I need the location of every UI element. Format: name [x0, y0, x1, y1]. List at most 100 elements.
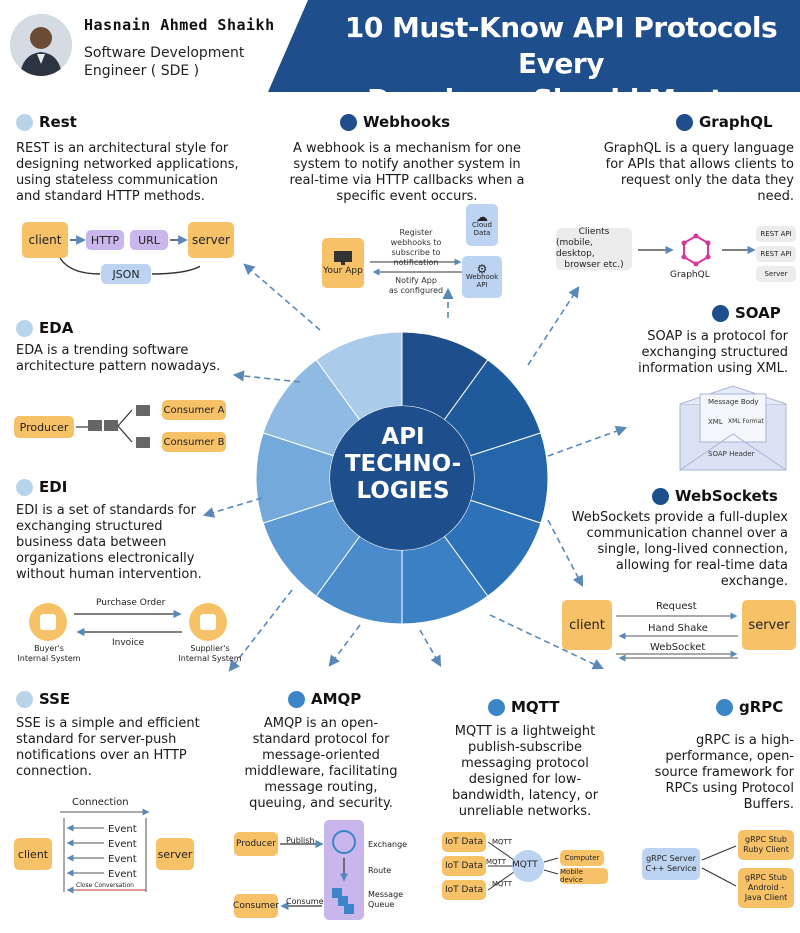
grpc-server-label: C++ Service	[645, 864, 697, 873]
author-role-line: Engineer ( SDE )	[84, 63, 200, 79]
edi-buyer-label: Buyer's Internal System	[14, 644, 84, 664]
center-label: API TECHNO- LOGIES	[330, 424, 476, 505]
sse-event-label: Event	[108, 869, 137, 880]
rest-desc-line: designing networked applications,	[16, 157, 239, 172]
amqp-desc-line: message routing,	[264, 780, 378, 795]
amqp-publish-label: Publish	[286, 836, 315, 845]
donut-ring	[255, 331, 549, 625]
edi-desc: EDI is a set of standards for exchanging…	[16, 503, 216, 583]
mqtt-iot-box: IoT Data	[442, 832, 486, 852]
mqtt-edge-label: MQTT	[492, 880, 512, 888]
soap-title: SOAP	[712, 304, 781, 322]
eda-consumer-b: Consumer B	[162, 432, 226, 452]
websockets-desc-line: exchange.	[720, 574, 788, 589]
amqp-exchange-label: Exchange	[368, 840, 408, 849]
websockets-desc: WebSockets provide a full-duplex communi…	[560, 510, 788, 590]
mqtt-title-text: MQTT	[511, 698, 560, 716]
rest-http-box: HTTP	[86, 230, 124, 250]
rest-desc-line: and standard HTTP methods.	[16, 189, 205, 204]
amqp-producer-box: Producer	[234, 832, 278, 856]
graphql-desc-line: need.	[757, 189, 794, 204]
soap-title-text: SOAP	[735, 304, 781, 322]
graphql-icon	[683, 234, 709, 266]
soap-desc: SOAP is a protocol for exchanging struct…	[594, 329, 788, 377]
queue-line: Message	[368, 890, 404, 899]
edi-desc-line: exchanging structured	[16, 519, 163, 534]
grpc-title: gRPC	[716, 698, 783, 716]
amqp-desc-line: AMQP is an open-	[263, 716, 379, 731]
graphql-dot	[676, 113, 693, 131]
eda-producer-box: Producer	[14, 416, 74, 438]
soap-desc-line: exchanging structured	[641, 345, 788, 360]
websockets-arrows	[616, 612, 738, 662]
arrow-amqp	[328, 624, 361, 667]
websockets-websocket-label: WebSocket	[650, 642, 706, 653]
graphql-clients-box: Clients (mobile, desktop, browser etc.)	[556, 227, 632, 270]
soap-xml-label: XML	[708, 418, 723, 426]
eda-consumer-a: Consumer A	[162, 400, 226, 420]
eda-title: EDA	[16, 319, 73, 337]
webhooks-title-text: Webhooks	[363, 113, 451, 131]
sse-desc-line: notifications over an HTTP	[16, 748, 187, 763]
amqp-route-label: Route	[368, 866, 392, 875]
center-label-line: TECHNO-	[344, 451, 462, 477]
graphql-title-text: GraphQL	[699, 113, 773, 131]
edi-desc-line: without human intervention.	[16, 567, 202, 582]
clients-label: (mobile, desktop,	[556, 238, 595, 259]
soap-xml-format-label: XML Format	[728, 418, 764, 425]
grpc-desc-line: RPCs using Protocol	[665, 781, 795, 796]
arrow-soap	[547, 425, 628, 457]
supplier-line: Supplier's	[190, 644, 230, 653]
webhooks-your-app: Your App	[322, 238, 364, 288]
center-circle	[330, 406, 474, 550]
sse-connection-label: Connection	[72, 797, 129, 808]
grpc-title-text: gRPC	[739, 698, 784, 716]
clients-label: browser etc.)	[564, 260, 624, 270]
websockets-client-box: client	[562, 600, 612, 650]
mqtt-broker-label: MQTT	[512, 860, 538, 870]
eda-desc-line: EDA is a trending software	[16, 343, 189, 358]
author-name: Hasnain Ahmed Shaikh	[84, 16, 275, 34]
sse-event-label: Event	[108, 839, 137, 850]
rest-title-text: Rest	[39, 113, 77, 131]
soap-dot	[712, 304, 729, 322]
buyer-line: Internal System	[17, 654, 81, 663]
api-label: API	[476, 281, 488, 289]
websockets-handshake-label: Hand Shake	[648, 623, 708, 634]
mqtt-iot-box: IoT Data	[442, 880, 486, 900]
grpc-desc-line: gRPC is a high-	[696, 733, 794, 748]
page-title-line: Developer Should Master	[367, 83, 755, 116]
webhooks-desc-line: system to notify another system in	[293, 157, 521, 172]
websockets-title: WebSockets	[652, 487, 778, 505]
amqp-queue-label: Message Queue	[368, 890, 403, 910]
register-line: Register	[399, 228, 433, 237]
mail-icon	[136, 437, 150, 448]
rest-server-box: server	[188, 222, 234, 258]
exchange-icon	[332, 830, 356, 854]
sse-close-label: Close Conversation	[76, 882, 134, 889]
mqtt-mobile-box: Mobile device	[560, 868, 608, 884]
amqp-desc-line: message-oriented	[262, 748, 380, 763]
amqp-consume-label: Consume	[286, 897, 324, 906]
edi-desc-line: business data between	[16, 535, 167, 550]
dashed-arrows	[202, 263, 628, 672]
websockets-server-box: server	[742, 600, 796, 650]
grpc-desc-line: source framework for	[654, 765, 794, 780]
sse-server-box: server	[156, 838, 194, 870]
mqtt-title: MQTT	[488, 698, 560, 716]
webhooks-desc-line: specific event occurs.	[336, 189, 478, 204]
edi-purchase-label: Purchase Order	[96, 598, 166, 608]
edi-supplier-label: Supplier's Internal System	[172, 644, 248, 664]
eda-desc-line: architecture pattern nowadays.	[16, 359, 221, 374]
queue-line: Queue	[368, 900, 395, 909]
avatar	[10, 14, 72, 76]
amqp-connectors	[280, 830, 356, 914]
webhooks-desc-line: A webhook is a mechanism for one	[293, 141, 521, 156]
graphql-label: GraphQL	[670, 270, 710, 280]
amqp-consumer-box: Consumer	[233, 894, 279, 918]
api-label: Webhook	[465, 273, 499, 281]
websockets-desc-line: WebSockets provide a full-duplex	[571, 510, 788, 525]
edi-invoice-label: Invoice	[112, 638, 145, 648]
rest-desc-line: using stateless communication	[16, 173, 219, 188]
graphql-title: GraphQL	[676, 113, 773, 131]
